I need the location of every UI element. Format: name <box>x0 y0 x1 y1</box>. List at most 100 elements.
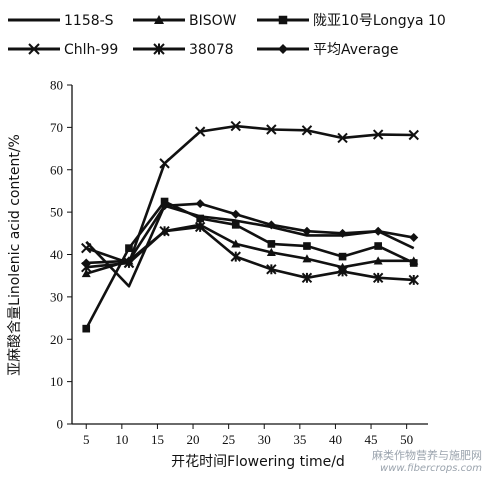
x-tick-label: 10 <box>115 432 128 447</box>
data-point <box>159 225 170 237</box>
marker-shape <box>231 239 241 248</box>
watermark-url: www.fibercrops.com <box>380 463 482 474</box>
series-line <box>85 124 414 265</box>
marker-shape <box>81 269 91 278</box>
y-tick-label: 0 <box>57 417 64 432</box>
marker-shape <box>409 233 419 243</box>
y-tick-label: 70 <box>50 120 63 135</box>
marker-shape <box>301 125 313 136</box>
legend-label: Chlh-99 <box>64 42 118 58</box>
axes: 0 10 20 30 40 50 60 70 80 5 10 15 20 25 30 35 40 45 50 <box>50 78 428 447</box>
data-point <box>124 256 134 266</box>
legend-marker <box>28 43 40 55</box>
y-tick-label: 40 <box>50 247 63 262</box>
legend-item: 1158-S <box>8 13 114 29</box>
marker-shape <box>372 129 384 140</box>
data-point <box>196 214 204 223</box>
data-point <box>338 228 348 238</box>
legend-marker <box>153 43 165 55</box>
marker-shape <box>196 214 204 223</box>
marker-shape <box>266 124 277 135</box>
series-line <box>85 200 415 330</box>
data-point <box>230 120 241 132</box>
data-point <box>374 242 382 250</box>
marker-shape <box>372 272 384 284</box>
marker-shape <box>408 274 419 286</box>
series-line <box>86 202 414 265</box>
marker-shape <box>408 129 419 141</box>
y-tick-label: 60 <box>50 162 63 177</box>
marker-shape <box>125 244 133 252</box>
data-point <box>160 201 170 211</box>
marker-shape <box>338 228 348 238</box>
y-tick-label: 20 <box>50 332 63 347</box>
y-tick-label: 30 <box>50 289 63 304</box>
y-tick-label: 80 <box>50 78 63 93</box>
marker-shape <box>266 247 276 256</box>
data-point <box>408 274 419 286</box>
series-line <box>86 225 414 282</box>
data-point <box>266 220 276 230</box>
marker-shape <box>194 126 206 137</box>
data-point <box>267 240 276 248</box>
y-tick-label: 10 <box>50 374 63 389</box>
x-tick-label: 35 <box>293 432 306 447</box>
marker-shape <box>159 158 170 169</box>
legend-item: BISOW <box>133 13 237 29</box>
data-point <box>409 259 418 267</box>
data-point <box>81 269 91 278</box>
data-point <box>266 247 276 256</box>
data-point <box>373 226 383 236</box>
marker-shape <box>231 209 241 219</box>
watermark: 麻类作物营养与施肥网 www.fibercrops.com <box>372 447 482 474</box>
legend-marker <box>278 44 288 54</box>
x-tick-label: 30 <box>258 432 271 447</box>
data-point <box>302 254 312 263</box>
x-tick-label: 15 <box>151 432 164 447</box>
series-5 <box>81 199 419 268</box>
series-3 <box>81 120 419 269</box>
marker-shape <box>373 256 383 265</box>
marker-shape <box>337 132 348 144</box>
data-point <box>231 209 241 219</box>
marker-shape <box>28 43 40 55</box>
marker-shape <box>160 201 170 211</box>
marker-shape <box>409 259 418 267</box>
marker-shape <box>194 221 206 233</box>
marker-shape <box>373 226 383 236</box>
legend-item: 38078 <box>133 42 234 58</box>
data-point <box>266 264 277 275</box>
legend-marker <box>154 15 164 24</box>
marker-shape <box>230 251 241 262</box>
data-point <box>408 129 419 141</box>
data-point <box>337 266 348 277</box>
legend-label: 平均Average <box>313 42 399 58</box>
legend-label: 1158-S <box>64 13 114 29</box>
data-point <box>195 199 205 209</box>
marker-shape <box>278 44 288 54</box>
x-tick-label: 50 <box>400 432 413 447</box>
data-point <box>373 256 383 265</box>
x-tick-label: 5 <box>83 432 90 447</box>
legend-item: 平均Average <box>257 42 399 58</box>
data-point <box>302 226 312 236</box>
data-point <box>81 242 92 254</box>
marker-shape <box>159 225 170 237</box>
marker-shape <box>81 242 92 254</box>
marker-shape <box>267 240 276 248</box>
marker-shape <box>230 120 241 132</box>
data-point <box>230 251 241 262</box>
series-group <box>81 120 419 333</box>
data-point <box>266 124 277 135</box>
marker-shape <box>231 221 240 229</box>
data-point <box>372 272 384 284</box>
data-point <box>337 132 348 144</box>
series-2 <box>82 197 418 333</box>
data-point <box>372 129 384 140</box>
marker-shape <box>302 254 312 263</box>
marker-shape <box>278 15 288 25</box>
data-point <box>81 258 91 268</box>
data-point <box>194 221 206 233</box>
marker-shape <box>81 258 91 268</box>
legend-marker <box>278 15 288 25</box>
